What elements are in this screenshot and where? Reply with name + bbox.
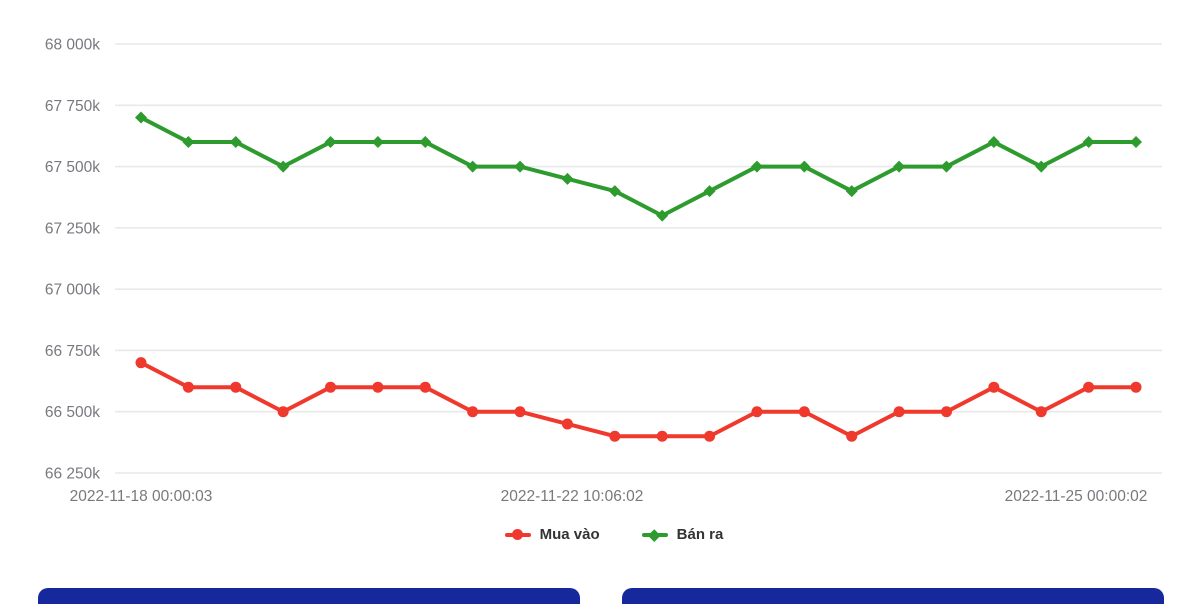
data-point-ban-ra[interactable] [1130,136,1142,149]
y-tick-label: 66 250k [45,466,100,483]
data-point-ban-ra[interactable] [229,136,242,149]
y-tick-label: 67 250k [45,220,100,237]
legend-item-mua-vao[interactable]: Mua vào [504,526,600,543]
data-point-ban-ra[interactable] [940,160,953,173]
x-tick-label: 2022-11-22 10:06:02 [501,488,644,505]
data-point-ban-ra[interactable] [798,160,811,173]
buy-series-marker-icon [504,529,531,541]
data-point-ban-ra[interactable] [1035,160,1048,173]
data-point-mua-vao[interactable] [561,418,573,430]
data-point-mua-vao[interactable] [846,430,858,442]
data-point-mua-vao[interactable] [988,381,1000,393]
data-point-ban-ra[interactable] [514,160,527,173]
data-point-ban-ra[interactable] [371,136,384,149]
legend-label-ban-ra: Bán ra [676,526,724,543]
y-tick-label: 68 000k [45,37,100,54]
price-chart[interactable]: 68 000k 67 750k 67 500k 67 250k 67 000k 66 75… [0,0,1200,522]
data-point-mua-vao[interactable] [1035,406,1047,418]
data-point-mua-vao[interactable] [656,430,668,442]
data-point-mua-vao[interactable] [940,406,952,418]
data-point-ban-ra[interactable] [466,160,479,173]
series-line-ban-ra [139,115,1138,218]
data-point-ban-ra[interactable] [845,185,858,198]
data-point-ban-ra[interactable] [987,136,1000,149]
data-point-mua-vao[interactable] [704,430,716,442]
data-point-ban-ra[interactable] [419,136,432,149]
chart-legend: Mua vào Bán ra [0,526,1200,543]
data-point-ban-ra[interactable] [324,136,337,149]
y-tick-label: 67 000k [45,282,100,299]
data-point-ban-ra[interactable] [703,185,716,198]
data-point-mua-vao[interactable] [1130,381,1142,393]
data-point-mua-vao[interactable] [609,430,621,442]
data-point-mua-vao[interactable] [419,381,431,393]
sell-series-marker-icon [641,528,668,541]
data-point-mua-vao[interactable] [277,406,289,418]
legend-item-ban-ra[interactable]: Bán ra [641,526,724,543]
y-tick-label: 66 500k [45,404,100,421]
data-point-mua-vao[interactable] [1083,381,1095,393]
y-tick-label: 66 750k [45,343,100,360]
data-point-ban-ra[interactable] [750,160,763,173]
data-point-mua-vao[interactable] [182,381,194,393]
data-point-ban-ra[interactable] [1082,136,1095,149]
data-point-ban-ra[interactable] [182,136,195,149]
x-tick-label: 2022-11-25 00:00:02 [1005,488,1148,505]
data-point-mua-vao[interactable] [467,406,479,418]
data-point-ban-ra[interactable] [893,160,906,173]
data-point-ban-ra[interactable] [561,172,574,185]
data-point-mua-vao[interactable] [514,406,526,418]
data-point-ban-ra[interactable] [656,209,669,222]
footer-card-left[interactable] [38,588,580,604]
data-point-ban-ra[interactable] [277,160,290,173]
data-point-mua-vao[interactable] [751,406,763,418]
data-point-ban-ra[interactable] [608,185,621,198]
data-point-mua-vao[interactable] [893,406,905,418]
data-point-mua-vao[interactable] [135,357,147,369]
y-tick-label: 67 750k [45,98,100,115]
data-point-mua-vao[interactable] [798,406,810,418]
x-tick-label: 2022-11-18 00:00:03 [70,488,213,505]
data-point-mua-vao[interactable] [372,381,384,393]
y-tick-label: 67 500k [45,159,100,176]
data-point-ban-ra[interactable] [135,111,147,124]
footer-card-right[interactable] [622,588,1164,604]
data-point-mua-vao[interactable] [230,381,242,393]
series-line-mua-vao [139,360,1138,439]
data-point-mua-vao[interactable] [325,381,337,393]
legend-label-mua-vao: Mua vào [539,526,600,543]
